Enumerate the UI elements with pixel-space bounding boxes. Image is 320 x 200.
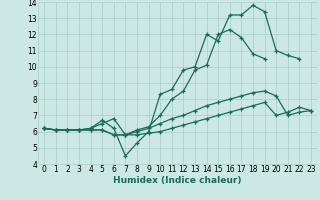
X-axis label: Humidex (Indice chaleur): Humidex (Indice chaleur) [113,176,242,185]
